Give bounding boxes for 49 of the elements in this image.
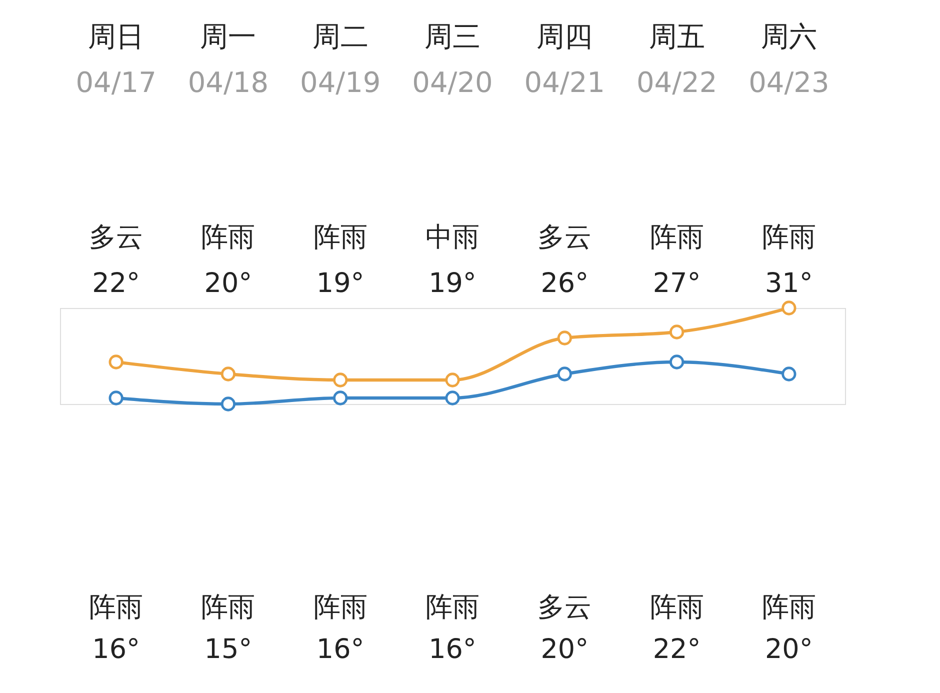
point — [445, 372, 460, 388]
text: 多云 — [538, 592, 592, 623]
text: 阵雨 — [762, 222, 816, 253]
point — [557, 366, 572, 382]
text: 中雨 — [426, 222, 480, 253]
text: 多云 — [538, 222, 592, 253]
point — [782, 300, 796, 316]
point — [669, 354, 684, 370]
point — [557, 330, 572, 346]
data-label: 20° — [540, 634, 589, 665]
category-label: 周五 04/22 — [636, 20, 718, 99]
point — [333, 372, 348, 388]
data-label: 20° — [204, 268, 252, 299]
data-label: 22° — [652, 634, 701, 665]
category-label: 周六 04/23 — [748, 20, 830, 99]
point — [108, 390, 124, 406]
data-label: 19° — [428, 268, 476, 299]
category-label: 周三 04/20 — [412, 20, 493, 99]
category-label: 周二 04/19 — [300, 20, 381, 99]
data-label: 27° — [652, 268, 701, 299]
data-label: 26° — [540, 268, 589, 299]
text: 阵雨 — [201, 592, 256, 623]
category-label: 周日 04/17 — [76, 20, 156, 99]
point — [220, 396, 236, 412]
data-label: 19° — [316, 268, 364, 299]
text: 阵雨 — [201, 222, 256, 253]
text: 阵雨 — [313, 222, 368, 253]
point — [108, 354, 124, 370]
point — [445, 390, 460, 406]
point — [669, 324, 684, 340]
point — [333, 390, 348, 406]
data-label: 31° — [765, 268, 813, 299]
data-label: 16° — [92, 634, 140, 665]
text: 多云 — [89, 222, 144, 253]
text: 阵雨 — [89, 592, 144, 623]
text: 阵雨 — [313, 592, 368, 623]
data-label: 20° — [765, 634, 813, 665]
text: 阵雨 — [426, 592, 480, 623]
text: 阵雨 — [762, 592, 816, 623]
text: 阵雨 — [650, 592, 704, 623]
point — [782, 366, 796, 382]
data-label: 16° — [428, 634, 476, 665]
data-label: 22° — [92, 268, 140, 299]
data-label: 15° — [204, 634, 252, 665]
point — [220, 366, 236, 382]
category-label: 周一 04/18 — [188, 20, 269, 99]
category-label: 周四 04/21 — [524, 20, 605, 99]
data-label: 16° — [316, 634, 364, 665]
text: 阵雨 — [650, 222, 704, 253]
